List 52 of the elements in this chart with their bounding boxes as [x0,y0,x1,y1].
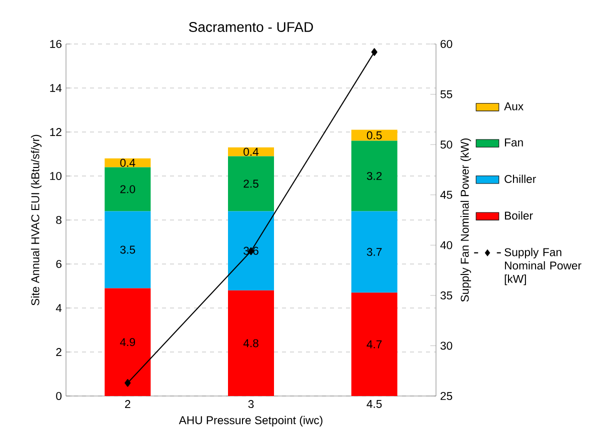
y2-tick-label: 35 [440,291,452,300]
data-label: 0.5 [366,131,382,140]
y2-tick-label: 60 [440,40,452,48]
y2-tick-label: 50 [440,140,452,149]
bar [228,290,274,396]
point [124,379,131,387]
bar [228,156,274,212]
data-label: 3.7 [366,248,382,256]
y-tick-label: 16 [50,40,62,48]
y2-tick-label: 25 [440,392,452,400]
y2-tick-label: 40 [440,241,452,250]
bar [104,211,151,288]
legend-label: Chiller [504,174,536,184]
point [371,48,378,56]
y-tick-label: 12 [50,128,62,136]
y2-tick-label: 45 [440,190,452,199]
data-label: 0.4 [244,148,259,156]
legend-label: Fan [504,138,523,146]
data-label: 3.2 [366,172,382,180]
y-tick-label: 0 [56,392,62,400]
y-tick-label: 10 [50,172,62,180]
data-label: 3.5 [120,246,136,254]
data-label: 4.8 [243,339,258,348]
bar [351,211,398,293]
y2-tick-label: 55 [440,90,452,98]
y-tick-label: 4 [56,304,62,312]
x-tick-label: 3 [248,400,254,408]
legend-label: Supply Fan Nominal Power [kW] [504,248,582,286]
y-tick-label: 8 [56,216,62,224]
y2-tick-label: 30 [440,342,452,350]
data-label: 2.5 [244,180,258,188]
chart-title: Sacramento - UFAD [188,22,313,32]
data-label: 4.9 [120,338,136,346]
y-tick-label: 2 [56,348,62,356]
bar [104,288,151,396]
x-axis-title: AHU Pressure Setpoint (iwc) [178,416,322,426]
y-tick-label: 14 [50,84,62,92]
bar [351,292,398,396]
y2-axis-title: Supply Fan Nominal Power (kW) [460,138,472,302]
legend-label: Aux [504,102,524,110]
x-tick-label: 4.5 [366,400,382,408]
data-label: 0.4 [120,158,136,167]
bar [228,211,274,290]
y-axis-title: Site Annual HVAC EUI (kBtu/sf/yr) [30,134,42,306]
y-tick-label: 6 [56,260,62,268]
bar [351,140,398,212]
legend-label: Boiler [504,211,533,220]
data-label: 4.7 [366,340,382,348]
x-tick-label: 2 [125,400,130,408]
bar [351,130,398,141]
bar [104,167,151,212]
data-label: 2.0 [120,185,136,194]
